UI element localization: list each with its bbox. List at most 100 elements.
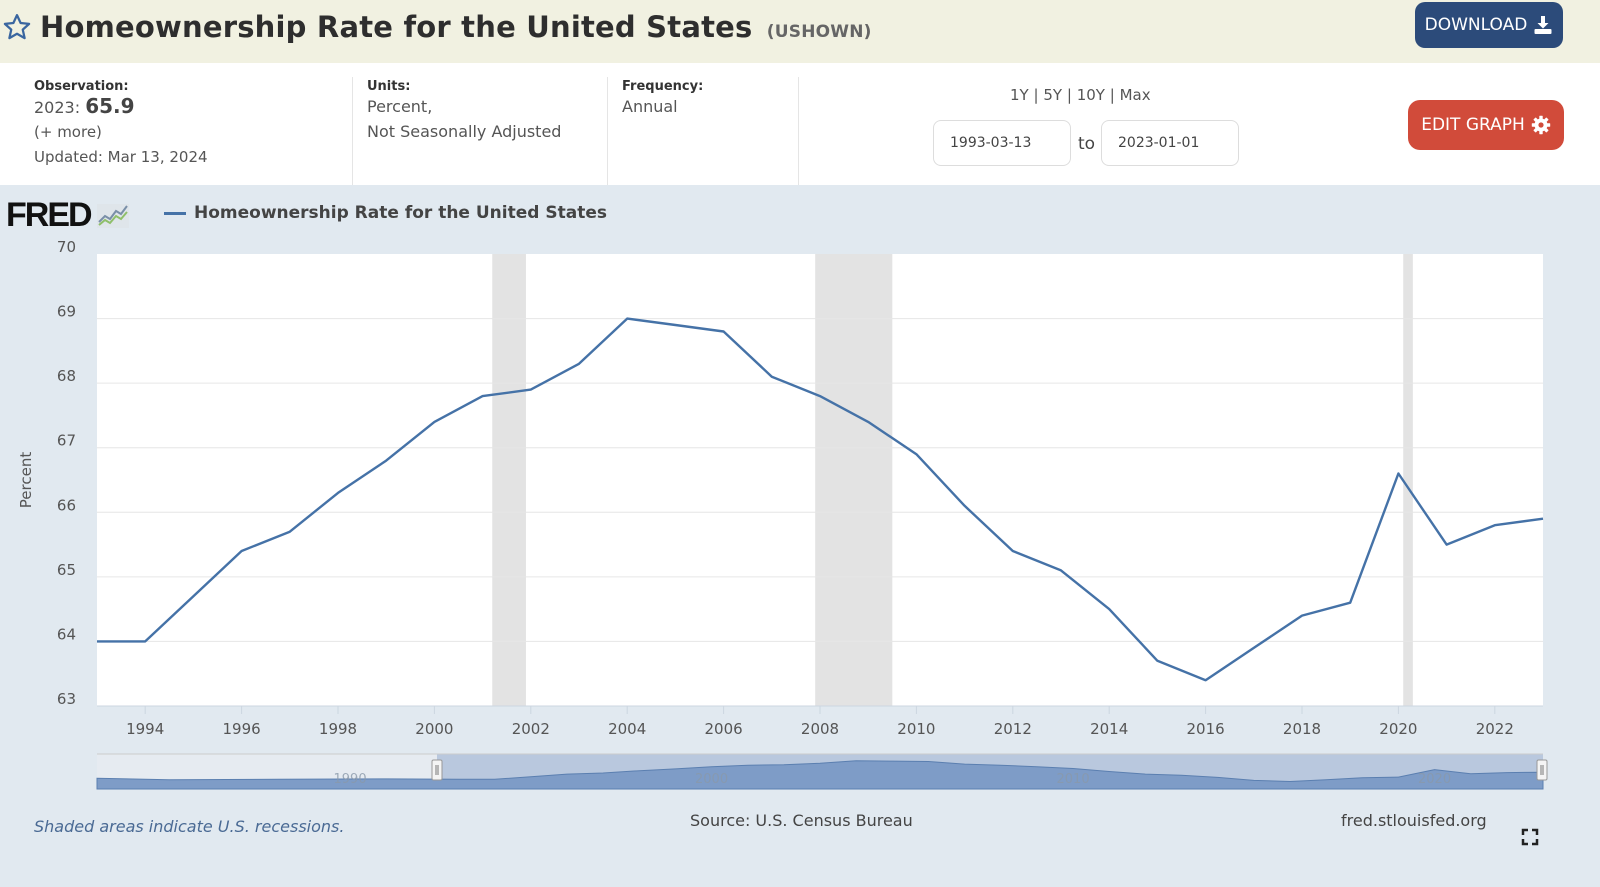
x-tick-label: 2004 [608,720,646,738]
navigator-label: 2020 [1418,772,1451,787]
x-tick-label: 2018 [1283,720,1321,738]
data-point [1156,660,1158,662]
range-max[interactable]: Max [1119,86,1151,104]
x-tick-label: 2020 [1379,720,1417,738]
x-tick-label: 1998 [319,720,357,738]
end-date-input[interactable]: 2023-01-01 [1101,120,1239,166]
header-bar: Homeownership Rate for the United States… [0,0,1600,63]
series-code: (USHOWN) [766,22,872,42]
x-tick-label: 2016 [1187,720,1225,738]
data-point [1012,550,1014,552]
star-icon[interactable] [2,12,32,42]
range-selector: 1Y | 5Y | 10Y | Max [1010,86,1151,104]
data-point [1204,679,1206,681]
y-tick-label: 70 [57,238,76,256]
x-tick-label: 2006 [705,720,743,738]
observation-column: Observation: 2023: 65.9 (+ more) Updated… [34,77,352,185]
data-point [192,595,194,597]
navigator-label: 1990 [334,772,367,787]
fred-logo: FRED [6,196,129,235]
download-button[interactable]: DOWNLOAD [1415,2,1563,48]
data-point [337,492,339,494]
data-point [1301,614,1303,616]
range-5y[interactable]: 5Y [1043,86,1063,104]
x-tick-label: 2000 [415,720,453,738]
data-point [289,530,291,532]
frequency-label: Frequency: [622,79,704,94]
observation-label: Observation: [34,79,129,94]
data-point [385,459,387,461]
divider [798,77,799,185]
data-point [530,388,532,390]
x-tick-label: 2010 [897,720,935,738]
units-label: Units: [367,79,411,94]
data-point [819,395,821,397]
page-title: Homeownership Rate for the United States… [40,10,872,44]
data-point [96,640,98,642]
observation-value: 65.9 [85,94,135,118]
range-separator: | [1109,86,1115,104]
legend-swatch [164,211,186,215]
data-point [963,505,965,507]
data-point [1397,472,1399,474]
data-point [867,421,869,423]
data-point [626,317,628,319]
y-tick-label: 67 [57,432,76,450]
x-tick-label: 2022 [1476,720,1514,738]
navigator-left-handle[interactable] [431,759,443,781]
y-tick-label: 66 [57,496,76,514]
y-tick-label: 64 [57,625,76,643]
edit-graph-button[interactable]: EDIT GRAPH [1408,100,1564,150]
recession-band [1403,254,1413,706]
data-point [240,550,242,552]
navigator-label: 2000 [695,772,728,787]
start-date-input[interactable]: 1993-03-13 [933,120,1071,166]
y-axis-label: Percent [17,452,35,509]
data-point [1542,518,1544,520]
data-point [771,375,773,377]
range-10y[interactable]: 10Y [1076,86,1105,104]
observation-year: 2023: [34,98,81,117]
frequency-column: Frequency: Annual [607,77,798,185]
to-label: to [1078,134,1096,154]
range-1y[interactable]: 1Y [1010,86,1029,104]
data-point [915,453,917,455]
gear-icon [1531,115,1550,135]
frequency-value: Annual [622,97,678,116]
series-metadata: Observation: 2023: 65.9 (+ more) Updated… [0,63,1600,185]
fullscreen-icon[interactable] [1520,827,1540,847]
data-point [1445,543,1447,545]
data-point [722,330,724,332]
fred-logo-text: FRED [6,196,93,234]
more-link[interactable]: (+ more) [34,123,102,141]
download-label: DOWNLOAD [1424,15,1528,35]
data-point [144,640,146,642]
range-separator: | [1033,86,1039,104]
x-tick-label: 1996 [223,720,261,738]
data-point [674,324,676,326]
units-line2: Not Seasonally Adjusted [367,122,562,141]
edit-graph-label: EDIT GRAPH [1421,115,1525,135]
units-line1: Percent, [367,97,433,116]
data-point [1349,601,1351,603]
site-link[interactable]: fred.stlouisfed.org [1341,811,1487,830]
data-point [481,395,483,397]
data-point [578,363,580,365]
navigator-right-handle[interactable] [1536,759,1548,781]
x-tick-label: 2012 [994,720,1032,738]
data-point [1108,608,1110,610]
recession-band [492,254,526,706]
series-line [97,317,1544,682]
range-separator: | [1066,86,1072,104]
data-point [1060,569,1062,571]
y-tick-label: 63 [57,690,76,708]
recession-note: Shaded areas indicate U.S. recessions. [34,817,345,836]
series-title: Homeownership Rate for the United States [40,10,753,44]
data-point [1494,524,1496,526]
chart-logo-icon [96,204,129,228]
y-tick-label: 68 [57,367,76,385]
data-point [1253,647,1255,649]
x-tick-label: 1994 [126,720,164,738]
recession-band [815,254,893,706]
